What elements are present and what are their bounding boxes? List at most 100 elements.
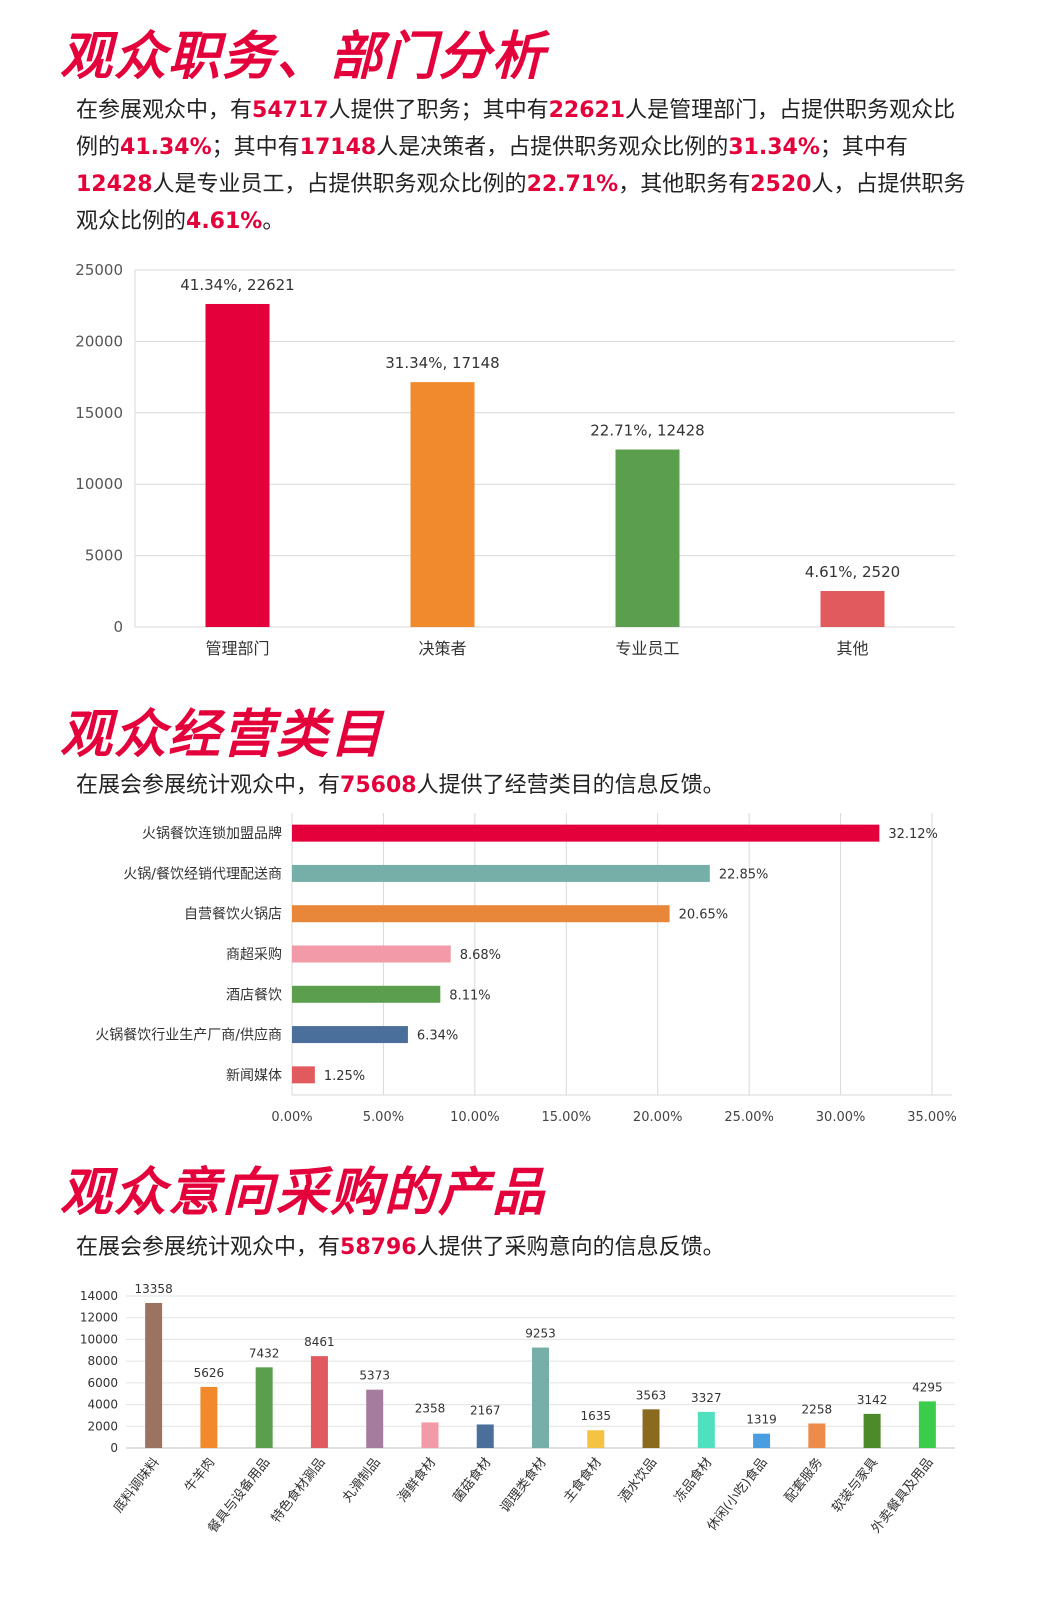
y-tick-label: 新闻媒体 — [226, 1068, 282, 1084]
data-label: 1319 — [746, 1413, 777, 1427]
x-tick-label: 海鲜食材 — [394, 1455, 439, 1506]
text-segment: ，其他职务有 — [618, 172, 751, 197]
x-tick-label: 特色食材涮品 — [268, 1455, 329, 1526]
x-tick-label: 其他 — [836, 639, 868, 658]
x-tick-label: 25.00% — [724, 1110, 774, 1125]
data-label: 8.11% — [449, 988, 490, 1003]
bar — [753, 1433, 771, 1448]
highlight-number: 22.71% — [526, 172, 619, 197]
text-segment: 在展会参展统计观众中，有 — [76, 773, 341, 798]
positions-bar-chart: 0 5000 10000 15000 20000 25000 41.34%, 22621 管理… — [75, 261, 955, 658]
y-tick-label: 0 — [110, 1441, 118, 1455]
y-tick-label: 酒店餐饮 — [226, 987, 282, 1003]
bar — [863, 1413, 881, 1448]
bar — [587, 1430, 605, 1448]
x-tick-label: 专业员工 — [615, 639, 679, 658]
y-tick-label: 火锅/餐饮经销代理配送商 — [123, 866, 282, 882]
data-label: 8.68% — [460, 948, 501, 963]
highlight-number: 41.34% — [120, 135, 212, 160]
highlight-number: 17148 — [299, 135, 377, 160]
data-label: 20.65% — [679, 908, 729, 923]
data-label: 5626 — [194, 1366, 225, 1380]
y-tick-label: 5000 — [85, 547, 123, 565]
x-tick-label: 软装与家具 — [829, 1455, 882, 1516]
y-tick-label: 10000 — [75, 475, 123, 493]
highlight-number: 12428 — [76, 172, 153, 197]
text-segment: 人提供了职务；其中有 — [328, 98, 549, 123]
bar — [145, 1302, 163, 1448]
y-tick-label: 10000 — [80, 1332, 118, 1346]
bar — [310, 1356, 328, 1448]
x-tick-label: 酒水饮品 — [616, 1455, 660, 1505]
title-purchase-products: 观众意向采购的产品 — [60, 1163, 547, 1223]
bar — [292, 945, 451, 963]
bar — [255, 1367, 273, 1448]
data-label: 4.61%, 2520 — [805, 563, 900, 581]
x-tick-label: 冻品食材 — [671, 1455, 716, 1506]
y-tick-label: 火锅餐饮连锁加盟品牌 — [142, 825, 282, 842]
bar — [292, 864, 710, 882]
highlight-number: 22621 — [548, 98, 626, 123]
text-segment: 人提供了采购意向的信息反馈。 — [416, 1235, 725, 1260]
y-tick-label: 12000 — [80, 1311, 118, 1325]
y-tick-label: 2000 — [87, 1419, 118, 1433]
title-positions: 观众职务、部门分析 — [60, 27, 547, 87]
data-label: 3142 — [857, 1393, 888, 1407]
purchase-bar-chart: 0 2000 4000 6000 8000 10000 12000 14000 13358 底料调… — [80, 1282, 955, 1536]
data-label: 22.71%, 12428 — [590, 422, 704, 440]
text-segment: 人是决策者，占提供职务观众比例的 — [376, 135, 729, 160]
x-tick-label: 牛羊肉 — [181, 1455, 218, 1496]
data-label: 2258 — [802, 1402, 833, 1416]
x-tick-label: 0.00% — [271, 1110, 312, 1125]
x-tick-label: 决策者 — [418, 639, 466, 658]
bar — [292, 824, 880, 842]
data-label: 7432 — [249, 1346, 280, 1360]
x-tick-label: 10.00% — [450, 1110, 500, 1125]
highlight-number: 31.34% — [728, 135, 820, 160]
highlight-number: 75608 — [340, 773, 417, 798]
text-segment: 人是专业员工，占提供职务观众比例的 — [152, 172, 527, 197]
x-tick-label: 配套服务 — [781, 1455, 826, 1506]
data-label: 2167 — [470, 1403, 501, 1417]
business-bar-chart: 0.00% 5.00% 10.00% 15.00% 20.00% 25.00% 30.00%… — [95, 813, 957, 1125]
x-tick-label: 30.00% — [816, 1110, 866, 1125]
text-segment: ；其中有 — [211, 135, 300, 160]
data-label: 2358 — [415, 1401, 446, 1415]
data-label: 4295 — [912, 1380, 943, 1394]
bar — [410, 382, 475, 627]
highlight-number: 54717 — [252, 98, 329, 123]
text-segment: ；其中有 — [819, 135, 908, 160]
highlight-number: 2520 — [750, 172, 812, 197]
data-label: 8461 — [304, 1335, 335, 1349]
bar — [292, 905, 670, 923]
text-segment: 人是管理部门，占提供职务观众比例的 — [76, 98, 956, 160]
text-segment: 。 — [262, 209, 285, 234]
x-tick-label: 休闲(小吃)食品 — [704, 1455, 771, 1534]
data-label: 5373 — [359, 1369, 390, 1383]
text-segment: 人提供了经营类目的信息反馈。 — [416, 773, 725, 798]
business-summary: 在展会参展统计观众中，有75608人提供了经营类目的信息反馈。 — [76, 767, 976, 804]
y-tick-label: 火锅餐饮行业生产厂商/供应商 — [95, 1027, 282, 1044]
text-segment: 在参展观众中，有 — [76, 98, 253, 123]
highlight-number: 4.61% — [186, 209, 263, 234]
x-tick-label: 菌菇食材 — [450, 1455, 495, 1506]
data-label: 41.34%, 22621 — [180, 276, 294, 294]
bar — [200, 1386, 218, 1448]
title-business-categories: 观众经营类目 — [60, 705, 385, 765]
y-tick-label: 0 — [113, 618, 123, 636]
highlight-number: 58796 — [340, 1235, 417, 1260]
bar — [292, 1026, 408, 1044]
bar — [615, 449, 680, 627]
x-tick-label: 主食食材 — [560, 1455, 605, 1506]
data-label: 6.34% — [417, 1029, 458, 1044]
y-tick-label: 4000 — [87, 1398, 118, 1412]
x-tick-label: 底料调味料 — [110, 1455, 163, 1516]
text-segment: 在展会参展统计观众中，有 — [76, 1235, 341, 1260]
bar — [532, 1347, 549, 1448]
bar — [366, 1389, 384, 1448]
y-tick-label: 20000 — [75, 332, 123, 350]
y-tick-label: 25000 — [75, 261, 123, 279]
data-label: 31.34%, 17148 — [385, 354, 499, 372]
bar — [642, 1409, 660, 1448]
x-tick-label: 20.00% — [633, 1110, 683, 1125]
